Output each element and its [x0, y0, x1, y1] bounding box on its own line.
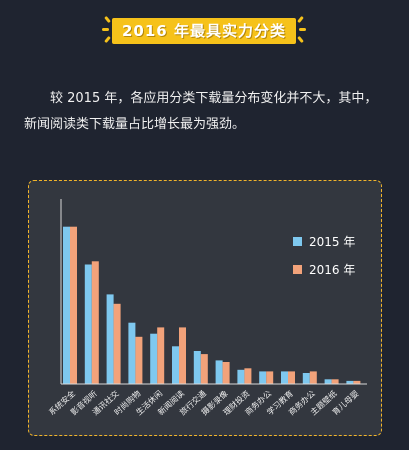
- bar: [179, 327, 186, 384]
- bar: [172, 346, 179, 384]
- legend-label: 2015 年: [309, 235, 355, 249]
- bar: [288, 371, 295, 384]
- bar: [157, 327, 165, 384]
- bar: [346, 380, 354, 384]
- bar: [63, 226, 70, 384]
- bar: [106, 294, 114, 384]
- bar: [259, 371, 267, 384]
- bar: [200, 354, 208, 384]
- title-box: 2016 年最具实力分类: [112, 18, 296, 44]
- chart-panel: 系统安全 影音视听 通讯社交 时尚购物 生活休闲 新闻阅读 旅行交通 摄影录像 理财投资 商务办公…: [28, 180, 382, 436]
- bar: [222, 362, 230, 384]
- spark-decoration: [297, 35, 304, 44]
- spark-decoration: [102, 28, 109, 31]
- spark-decoration: [299, 28, 306, 31]
- legend-label: 2016 年: [309, 263, 355, 277]
- bar: [266, 371, 274, 384]
- intro-paragraph: 较 2015 年，各应用分类下载量分布变化并不大，其中，新闻阅读类下载量占比增长…: [24, 91, 378, 132]
- bar: [113, 303, 121, 384]
- spark-decoration: [297, 15, 304, 24]
- bar: [281, 371, 288, 384]
- bar: [302, 373, 310, 384]
- bar: [244, 368, 252, 384]
- legend-swatch: [293, 237, 302, 246]
- bar: [237, 369, 245, 384]
- bar: [331, 379, 339, 384]
- bar: [309, 371, 317, 384]
- bar: [84, 264, 92, 384]
- bar: [128, 322, 136, 384]
- title-banner: 2016 年最具实力分类: [102, 12, 306, 48]
- spark-decoration: [104, 15, 111, 24]
- legend-swatch: [293, 265, 302, 274]
- spark-decoration: [104, 35, 111, 44]
- page-title: 2016 年最具实力分类: [122, 22, 286, 40]
- bar: [353, 380, 361, 384]
- bar-chart: 系统安全影音视听通讯社交时尚购物生活休闲新闻阅读旅行交通摄影录像理财投资商务办公…: [47, 199, 367, 417]
- bar: [150, 333, 158, 384]
- bar: [91, 261, 99, 384]
- bar: [193, 351, 201, 384]
- bar: [70, 226, 77, 384]
- bar: [324, 379, 332, 384]
- bar: [215, 360, 223, 384]
- bar: [135, 336, 143, 384]
